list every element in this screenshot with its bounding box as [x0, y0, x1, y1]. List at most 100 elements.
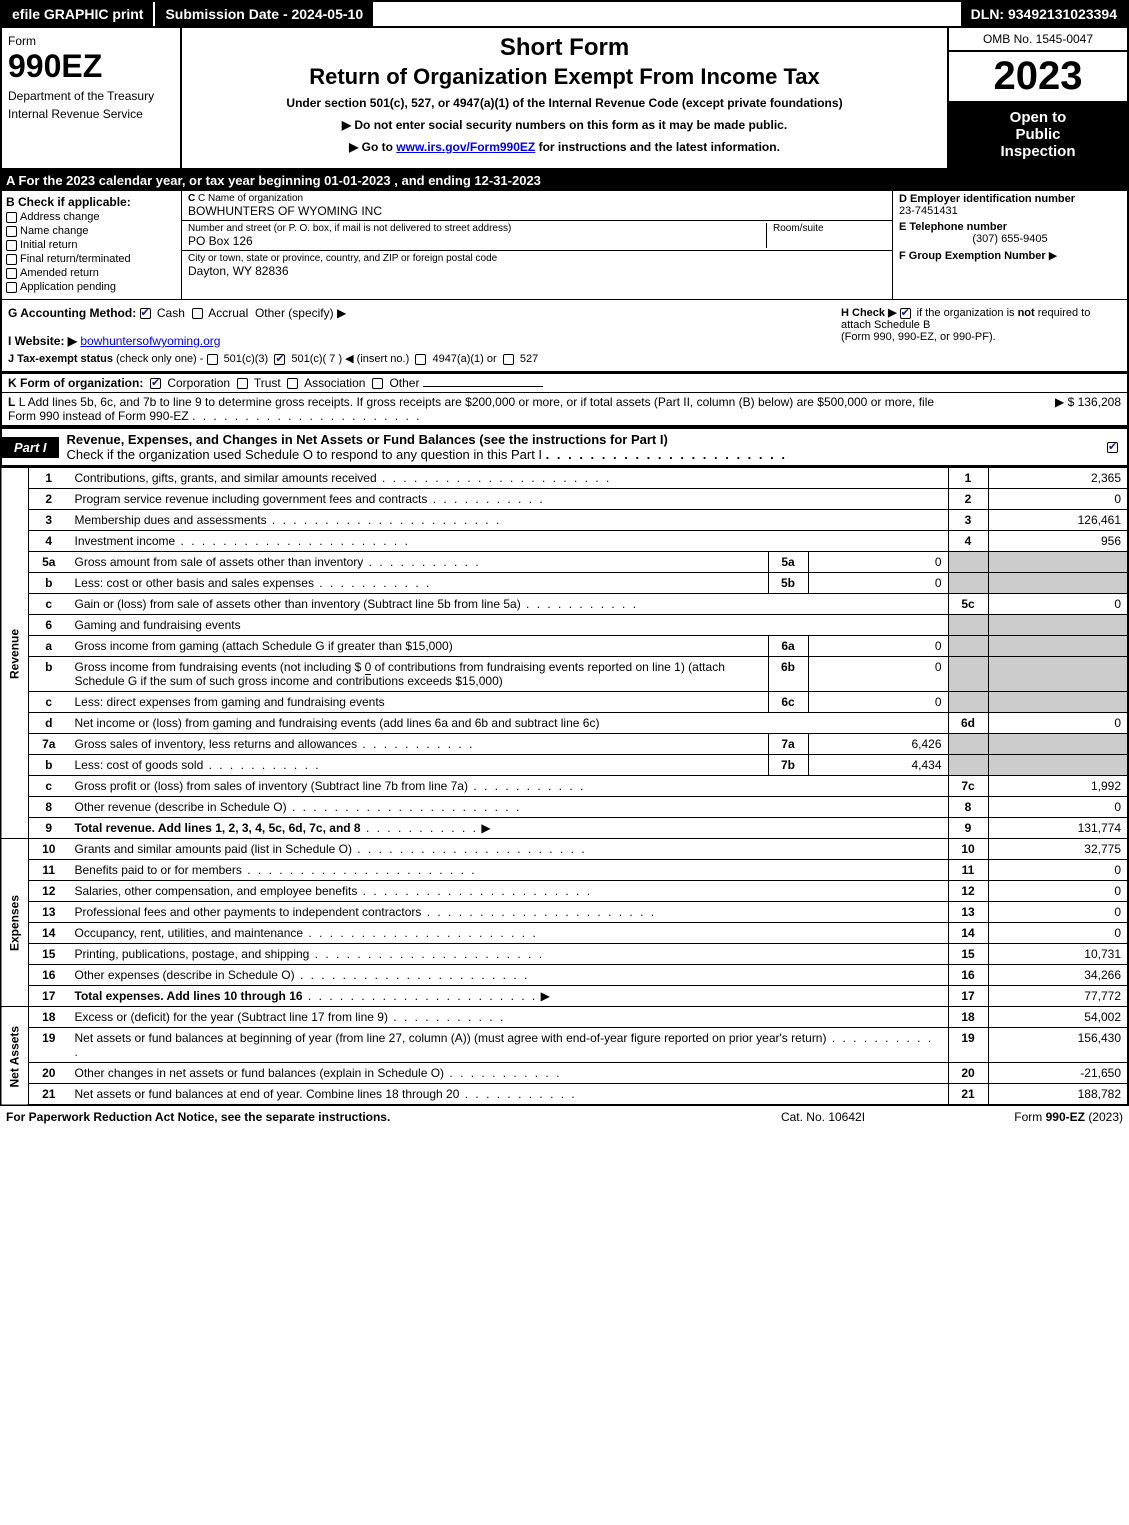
ein-label: D Employer identification number	[899, 193, 1121, 205]
checkbox-icon[interactable]	[1107, 442, 1118, 453]
checkbox-icon[interactable]	[6, 254, 17, 265]
website-link[interactable]: bowhuntersofwyoming.org	[80, 334, 220, 348]
row-21: 21Net assets or fund balances at end of …	[1, 1084, 1128, 1106]
checkbox-icon[interactable]	[372, 378, 383, 389]
desc-text: Less: cost of goods sold	[75, 758, 204, 772]
efile-label[interactable]: efile GRAPHIC print	[2, 2, 153, 26]
desc-text: Less: cost or other basis and sales expe…	[75, 576, 314, 590]
row-7c: c Gross profit or (loss) from sales of i…	[1, 776, 1128, 797]
inner-label: 6b	[768, 657, 808, 692]
b-head: B Check if applicable:	[6, 195, 177, 209]
checkbox-icon[interactable]	[6, 226, 17, 237]
open-line2: Public	[953, 126, 1123, 143]
cb-name-change[interactable]: Name change	[6, 225, 177, 237]
line-col: 5c	[948, 594, 988, 615]
line-num: 11	[29, 860, 69, 881]
desc-text: Occupancy, rent, utilities, and maintena…	[75, 926, 304, 940]
checkbox-icon[interactable]	[503, 354, 514, 365]
checkbox-icon[interactable]	[150, 378, 161, 389]
checkbox-icon[interactable]	[6, 268, 17, 279]
desc-text: Net assets or fund balances at beginning…	[75, 1031, 827, 1045]
line-num: 12	[29, 881, 69, 902]
goto-link[interactable]: www.irs.gov/Form990EZ	[396, 140, 535, 154]
shaded	[988, 755, 1128, 776]
cb-initial-return[interactable]: Initial return	[6, 239, 177, 251]
line-desc: Less: direct expenses from gaming and fu…	[69, 692, 769, 713]
desc-text: Membership dues and assessments	[75, 513, 267, 527]
g-block: G Accounting Method: Cash Accrual Other …	[8, 306, 801, 365]
checkbox-h-icon[interactable]	[900, 308, 911, 319]
row-7a: 7a Gross sales of inventory, less return…	[1, 734, 1128, 755]
cb-address-change[interactable]: Address change	[6, 211, 177, 223]
j-o1: 501(c)(3)	[224, 353, 269, 365]
cb-final-return[interactable]: Final return/terminated	[6, 253, 177, 265]
line-desc: Program service revenue including govern…	[69, 489, 949, 510]
line-col: 6d	[948, 713, 988, 734]
part1-checkbox[interactable]	[1107, 440, 1127, 454]
checkbox-accrual-icon[interactable]	[192, 308, 203, 319]
dots	[295, 968, 530, 982]
line-a: A For the 2023 calendar year, or tax yea…	[0, 170, 1129, 191]
line-col: 18	[948, 1007, 988, 1028]
checkbox-icon[interactable]	[237, 378, 248, 389]
checkbox-icon[interactable]	[6, 240, 17, 251]
header-left: Form 990EZ Department of the Treasury In…	[2, 28, 182, 168]
footer-right: Form 990-EZ (2023)	[923, 1110, 1123, 1124]
line-num: d	[29, 713, 69, 734]
line-col: 3	[948, 510, 988, 531]
row-17: 17Total expenses. Add lines 10 through 1…	[1, 986, 1128, 1007]
line-desc: Gross income from gaming (attach Schedul…	[69, 636, 769, 657]
line-desc: Occupancy, rent, utilities, and maintena…	[69, 923, 949, 944]
checkbox-icon[interactable]	[287, 378, 298, 389]
desc-text: Excess or (deficit) for the year (Subtra…	[75, 1010, 388, 1024]
h-label: H Check ▶	[841, 307, 897, 319]
checkbox-icon[interactable]	[274, 354, 285, 365]
desc-text: Other revenue (describe in Schedule O)	[75, 800, 287, 814]
line-desc: Gross sales of inventory, less returns a…	[69, 734, 769, 755]
row-12: 12Salaries, other compensation, and empl…	[1, 881, 1128, 902]
open-line1: Open to	[953, 109, 1123, 126]
cb-amended-return[interactable]: Amended return	[6, 267, 177, 279]
inner-label: 6a	[768, 636, 808, 657]
line-num: 7a	[29, 734, 69, 755]
dots	[427, 492, 544, 506]
dots	[303, 989, 538, 1003]
checkbox-cash-icon[interactable]	[140, 308, 151, 319]
inner-label: 5b	[768, 573, 808, 594]
line-amount: 0	[988, 594, 1128, 615]
room-block: Room/suite	[766, 223, 886, 248]
expenses-vlabel: Expenses	[1, 839, 29, 1007]
checkbox-icon[interactable]	[415, 354, 426, 365]
row-6: 6 Gaming and fundraising events	[1, 615, 1128, 636]
shaded	[988, 657, 1128, 692]
cb-label: Name change	[20, 225, 89, 237]
part1-check-line: Check if the organization used Schedule …	[67, 447, 543, 462]
desc-text: Other changes in net assets or fund bala…	[75, 1066, 445, 1080]
netassets-vlabel: Net Assets	[1, 1007, 29, 1106]
street-block: Number and street (or P. O. box, if mail…	[188, 223, 766, 248]
checkbox-icon[interactable]	[6, 212, 17, 223]
dept-irs: Internal Revenue Service	[8, 107, 174, 121]
i-line: I Website: ▶ bowhuntersofwyoming.org	[8, 334, 801, 348]
line-col: 13	[948, 902, 988, 923]
checkbox-icon[interactable]	[6, 282, 17, 293]
dots	[546, 447, 787, 462]
shaded	[948, 755, 988, 776]
dots	[363, 555, 480, 569]
line-num: 3	[29, 510, 69, 531]
cb-label: Application pending	[20, 281, 116, 293]
line-amount: 0	[988, 860, 1128, 881]
line-amount: 188,782	[988, 1084, 1128, 1106]
dots	[287, 800, 522, 814]
line-col: 2	[948, 489, 988, 510]
row-5b: b Less: cost or other basis and sales ex…	[1, 573, 1128, 594]
line-desc: Total expenses. Add lines 10 through 16 …	[69, 986, 949, 1007]
checkbox-icon[interactable]	[207, 354, 218, 365]
desc-text: Printing, publications, postage, and shi…	[75, 947, 310, 961]
line-desc: Contributions, gifts, grants, and simila…	[69, 468, 949, 489]
inner-val: 0	[808, 552, 948, 573]
row-15: 15Printing, publications, postage, and s…	[1, 944, 1128, 965]
revenue-table: Revenue 1 Contributions, gifts, grants, …	[0, 467, 1129, 1106]
cb-application-pending[interactable]: Application pending	[6, 281, 177, 293]
line-desc: Gross income from fundraising events (no…	[69, 657, 769, 692]
